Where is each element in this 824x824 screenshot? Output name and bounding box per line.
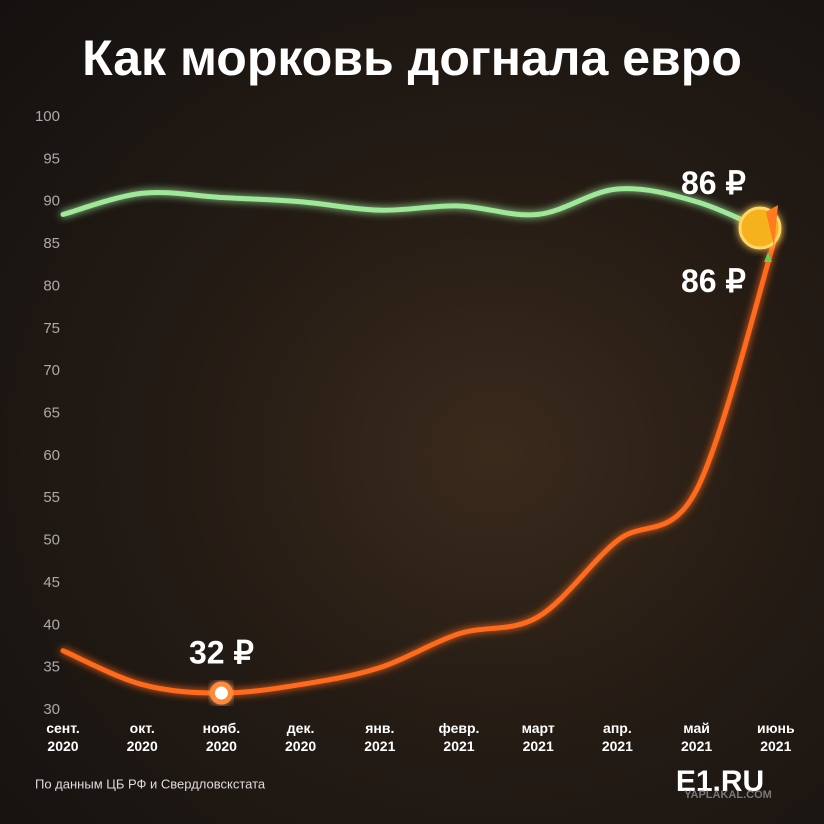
coin-icon (738, 205, 782, 262)
chart-title: Как морковь догнала евро (82, 30, 742, 86)
y-tick-label: 80 (43, 277, 60, 294)
y-tick-label: 50 (43, 532, 60, 549)
y-tick-label: 30 (43, 701, 60, 718)
annotation: 32 ₽ (189, 635, 254, 671)
y-tick-label: 75 (43, 320, 60, 337)
series-line (60, 233, 779, 696)
y-tick-label: 45 (43, 574, 60, 591)
y-tick-label: 100 (35, 108, 60, 125)
y-tick-label: 85 (43, 235, 60, 252)
x-tick-label: окт. 2020 (126, 720, 158, 754)
point-marker (209, 681, 233, 705)
x-tick-label: июнь 2021 (756, 720, 795, 754)
annotation: 86 ₽ (681, 165, 746, 201)
x-tick-label: февр. 2021 (438, 720, 480, 754)
annotation: 86 ₽ (681, 263, 746, 299)
watermark: YAPLAKAL.COM (684, 789, 772, 801)
y-tick-label: 65 (43, 404, 60, 421)
y-tick-label: 70 (43, 362, 60, 379)
x-tick-label: март 2021 (521, 720, 555, 754)
x-tick-label: янв. 2021 (364, 720, 396, 754)
x-tick-label: сент. 2020 (46, 720, 80, 754)
source: По данным ЦБ РФ и Свердловскстата (35, 776, 266, 791)
logo: E1.RU (676, 765, 764, 798)
y-tick-label: 95 (43, 150, 60, 167)
x-tick-label: апр. 2021 (601, 720, 633, 754)
y-tick-label: 60 (43, 447, 60, 464)
y-tick-label: 90 (43, 193, 60, 210)
series-line (60, 186, 779, 239)
y-tick-label: 40 (43, 616, 60, 633)
x-tick-label: нояб. 2020 (202, 720, 241, 754)
x-tick-label: май 2021 (681, 720, 713, 754)
y-tick-label: 35 (43, 659, 60, 676)
y-tick-label: 55 (43, 489, 60, 506)
x-tick-label: дек. 2020 (285, 720, 317, 754)
